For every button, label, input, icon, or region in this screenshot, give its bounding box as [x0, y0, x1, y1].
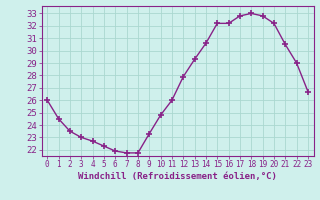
X-axis label: Windchill (Refroidissement éolien,°C): Windchill (Refroidissement éolien,°C): [78, 172, 277, 181]
